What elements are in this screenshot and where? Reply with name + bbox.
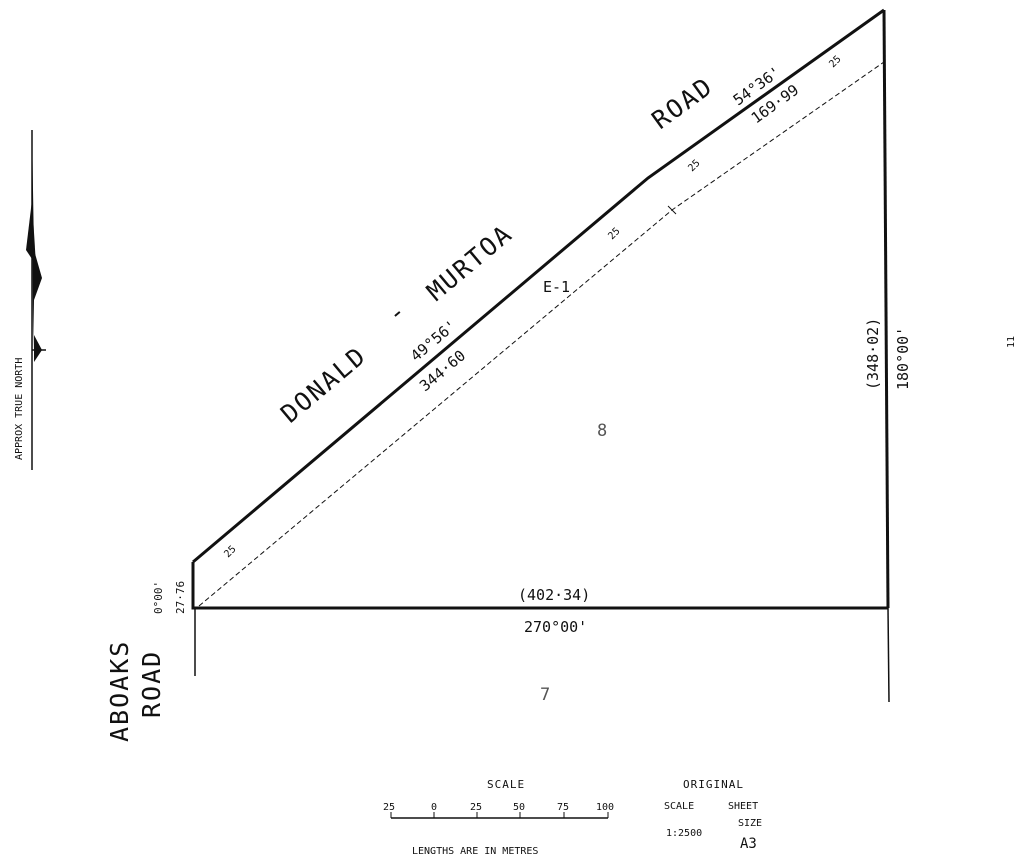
road-name-dash: - [381, 295, 413, 328]
west-bearing: 0°00' [152, 581, 165, 614]
original-scale-value: 1:2500 [666, 828, 702, 839]
road-name-aboaks: ABOAKS [105, 640, 134, 742]
road-name-murtoa: MURTOA [421, 219, 518, 307]
easement-width-2: 25 [606, 226, 622, 242]
scale-tick-4: 75 [557, 802, 569, 813]
north-label: APPROX TRUE NORTH [14, 358, 25, 460]
west-length: 27·76 [174, 581, 187, 614]
scale-tick-3: 50 [513, 802, 525, 813]
original-sheet-label-1: SHEET [728, 801, 758, 812]
east-bearing: 180°00' [894, 327, 912, 390]
lot-number-south: 7 [540, 685, 550, 705]
scale-tick-1: 0 [431, 802, 437, 813]
south-bearing: 270°00' [524, 618, 587, 636]
easement-line [198, 61, 885, 607]
easement-width-1: 25 [222, 544, 238, 560]
easement-width-3: 25 [686, 158, 702, 174]
original-sheet-label-2: SIZE [738, 818, 762, 829]
lot-number-east: 11 [1006, 336, 1017, 348]
north-arrow-icon [26, 130, 46, 470]
lot-number-main: 8 [597, 421, 607, 441]
original-info: ORIGINAL SCALE SHEET SIZE 1:2500 A3 [664, 778, 762, 852]
east-length: (348·02) [864, 318, 882, 390]
scale-tick-5: 100 [596, 802, 614, 813]
south-length: (402·34) [518, 586, 590, 604]
scale-tick-0: 25 [383, 802, 395, 813]
scale-bar: SCALE 25 0 25 50 75 100 LENGTHS ARE IN M… [383, 778, 614, 857]
scale-caption: LENGTHS ARE IN METRES [412, 846, 538, 857]
parcel-boundary [191, 8, 890, 610]
original-sheet-value: A3 [740, 836, 757, 852]
road-edges [194, 607, 890, 703]
road-name-aboaks-road: ROAD [137, 650, 166, 718]
road-name-road: ROAD [646, 71, 718, 135]
easement-width-4: 25 [827, 54, 843, 70]
road-name-donald: DONALD [275, 341, 372, 429]
original-title: ORIGINAL [683, 778, 744, 791]
easement-label: E-1 [543, 278, 570, 296]
scale-tick-2: 25 [470, 802, 482, 813]
scale-title: SCALE [487, 778, 525, 791]
original-scale-label: SCALE [664, 801, 694, 812]
